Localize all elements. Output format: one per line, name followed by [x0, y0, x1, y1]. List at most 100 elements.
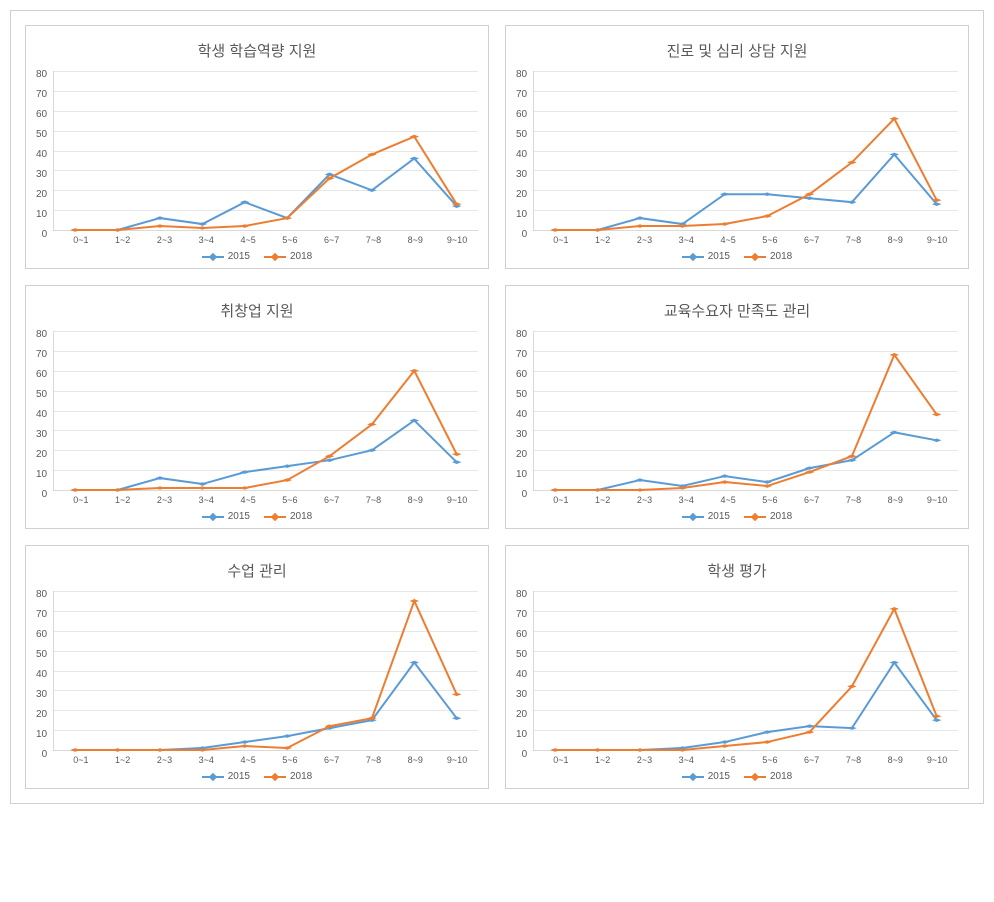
y-axis: 01020304050607080	[516, 591, 533, 751]
x-tick-label: 8~9	[394, 755, 436, 765]
x-tick-label: 1~2	[582, 495, 624, 505]
x-tick-label: 9~10	[916, 495, 958, 505]
legend-label: 2015	[228, 771, 250, 782]
x-tick-label: 8~9	[874, 235, 916, 245]
plot-region	[533, 331, 958, 491]
x-tick-label: 3~4	[185, 495, 227, 505]
series-marker-s2018	[847, 685, 857, 689]
series-line-s2015	[555, 663, 936, 750]
series-line-s2018	[555, 609, 936, 750]
x-tick-label: 6~7	[311, 495, 353, 505]
line-series-svg	[534, 591, 958, 750]
legend: 2015 2018	[36, 505, 478, 524]
x-tick-label: 9~10	[436, 235, 478, 245]
x-tick-label: 4~5	[227, 495, 269, 505]
x-axis: 0~11~22~33~44~55~66~77~88~99~10	[60, 231, 478, 245]
x-tick-label: 2~3	[624, 755, 666, 765]
legend-label: 2015	[708, 251, 730, 262]
x-tick-label: 7~8	[353, 495, 395, 505]
line-series-svg	[54, 71, 478, 230]
series-marker-s2015	[452, 716, 462, 720]
x-tick-label: 4~5	[707, 755, 749, 765]
series-marker-s2018	[410, 599, 420, 603]
chart-plot-area: 01020304050607080	[36, 331, 478, 491]
x-tick-label: 4~5	[227, 235, 269, 245]
series-marker-s2015	[410, 661, 420, 665]
legend-item: 2015	[682, 251, 730, 262]
series-marker-s2018	[155, 486, 165, 490]
x-tick-label: 9~10	[436, 755, 478, 765]
legend: 2015 2018	[36, 765, 478, 784]
legend-label: 2015	[228, 251, 250, 262]
series-marker-s2018	[890, 353, 900, 357]
x-tick-label: 3~4	[665, 495, 707, 505]
x-tick-label: 1~2	[102, 235, 144, 245]
chart-plot-area: 01020304050607080	[516, 71, 958, 231]
x-tick-label: 5~6	[749, 755, 791, 765]
x-tick-label: 0~1	[60, 495, 102, 505]
legend-item: 2015	[202, 771, 250, 782]
series-marker-s2015	[847, 726, 857, 730]
x-tick-label: 0~1	[540, 495, 582, 505]
legend-label: 2018	[290, 511, 312, 522]
legend-label: 2018	[770, 251, 792, 262]
series-line-s2015	[75, 663, 456, 750]
x-tick-label: 7~8	[833, 495, 875, 505]
line-series-svg	[54, 331, 478, 490]
x-tick-label: 7~8	[833, 755, 875, 765]
chart-title: 취창업 지원	[36, 300, 478, 321]
x-tick-label: 3~4	[665, 235, 707, 245]
chart-grid: 학생 학습역량 지원010203040506070800~11~22~33~44…	[25, 25, 969, 789]
y-axis: 01020304050607080	[516, 331, 533, 491]
x-tick-label: 5~6	[269, 235, 311, 245]
series-marker-s2015	[932, 718, 942, 722]
y-axis: 01020304050607080	[36, 71, 53, 231]
chart-body: 01020304050607080 0~11~22~33~44~55~66~77~…	[516, 591, 958, 784]
x-axis: 0~11~22~33~44~55~66~77~88~99~10	[60, 491, 478, 505]
series-line-s2018	[555, 119, 936, 230]
series-marker-s2018	[678, 224, 688, 228]
x-axis: 0~11~22~33~44~55~66~77~88~99~10	[540, 231, 958, 245]
chart-title: 교육수요자 만족도 관리	[516, 300, 958, 321]
x-tick-label: 1~2	[582, 235, 624, 245]
legend-label: 2018	[770, 511, 792, 522]
chart-plot-area: 01020304050607080	[36, 591, 478, 751]
chart-body: 01020304050607080 0~11~22~33~44~55~66~77~…	[516, 331, 958, 524]
x-axis: 0~11~22~33~44~55~66~77~88~99~10	[540, 491, 958, 505]
x-tick-label: 2~3	[144, 495, 186, 505]
legend-label: 2018	[290, 771, 312, 782]
chart-panel: 교육수요자 만족도 관리 01020304050607080 0~11~22~33~…	[505, 285, 969, 529]
series-line-s2015	[75, 158, 456, 230]
legend-label: 2018	[290, 251, 312, 262]
x-tick-label: 3~4	[185, 235, 227, 245]
line-series-svg	[534, 71, 958, 230]
plot-region	[53, 331, 478, 491]
series-marker-s2015	[452, 460, 462, 464]
legend-item: 2015	[682, 771, 730, 782]
legend-item: 2018	[264, 511, 312, 522]
series-marker-s2018	[198, 486, 208, 490]
chart-panel: 진로 및 심리 상담 지원010203040506070800~11~22~33…	[505, 25, 969, 269]
x-tick-label: 8~9	[874, 755, 916, 765]
legend-label: 2015	[708, 771, 730, 782]
plot-region	[53, 71, 478, 231]
x-tick-label: 6~7	[311, 235, 353, 245]
chart-plot-area: 01020304050607080	[516, 331, 958, 491]
x-tick-label: 7~8	[833, 235, 875, 245]
chart-plot-area: 01020304050607080	[516, 591, 958, 751]
series-marker-s2018	[452, 452, 462, 456]
x-tick-label: 4~5	[227, 755, 269, 765]
legend-item: 2018	[744, 251, 792, 262]
x-axis: 0~11~22~33~44~55~66~77~88~99~10	[60, 751, 478, 765]
legend-item: 2015	[202, 511, 250, 522]
series-marker-s2018	[367, 423, 377, 427]
y-axis: 01020304050607080	[36, 331, 53, 491]
x-axis: 0~11~22~33~44~55~66~77~88~99~10	[540, 751, 958, 765]
series-marker-s2015	[410, 157, 420, 161]
x-tick-label: 6~7	[791, 495, 833, 505]
x-tick-label: 2~3	[624, 495, 666, 505]
series-marker-s2018	[890, 117, 900, 121]
series-marker-s2018	[847, 161, 857, 165]
series-line-s2015	[75, 420, 456, 490]
series-marker-s2015	[890, 153, 900, 157]
